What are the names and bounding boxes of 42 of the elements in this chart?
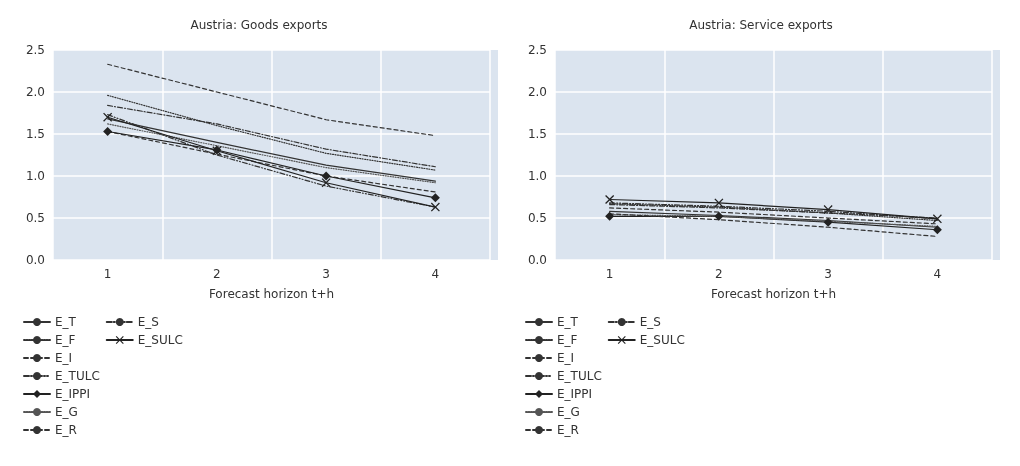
x-tick-label: 1 [103,267,112,281]
y-tick-label: 2.0 [25,85,45,99]
legend-label: E_F [557,333,578,347]
legend-label: E_R [55,423,77,437]
x-tick-label: 3 [824,267,832,281]
chart-title: Austria: Goods exports [190,18,328,32]
y-tick-label: 0.0 [25,253,45,267]
chart-title: Austria: Service exports [689,18,833,32]
legend-label: E_G [55,405,78,419]
x-tick-label: 4 [431,267,440,281]
y-tick-label: 1.5 [527,127,547,141]
x-tick-label: 3 [322,267,330,281]
x-tick-label: 2 [715,267,723,281]
y-tick-label: 2.5 [25,43,45,57]
y-tick-label: 1.5 [25,127,45,141]
legend-label: E_TULC [557,369,602,383]
x-axis-title: Forecast horizon t+h [208,287,335,301]
legend-label: E_G [557,405,580,419]
legend-label: E_IPPI [55,387,91,401]
y-tick-label: 1.0 [527,169,547,183]
y-tick-label: 0.5 [527,211,547,225]
legend-label: E_SULC [137,333,183,347]
y-tick-label: 2.5 [527,43,547,57]
y-tick-label: 1.0 [25,169,45,183]
legend-label: E_I [55,351,73,365]
legend-label: E_F [55,333,76,347]
y-tick-label: 2.0 [527,85,547,99]
legend-label: E_I [557,351,575,365]
legend-label: E_IPPI [557,387,593,401]
legend-label: E_T [557,315,579,329]
x-axis-title: Forecast horizon t+h [710,287,837,301]
legend-label: E_R [557,423,579,437]
y-tick-label: 0.5 [25,211,45,225]
legend-label: E_SULC [639,333,685,347]
x-tick-label: 2 [213,267,221,281]
legend-label: E_S [137,315,159,329]
x-tick-label: 1 [605,267,614,281]
x-tick-label: 4 [933,267,942,281]
legend-label: E_T [55,315,77,329]
legend-label: E_TULC [55,369,100,383]
y-tick-label: 0.0 [527,253,547,267]
legend-label: E_S [639,315,661,329]
